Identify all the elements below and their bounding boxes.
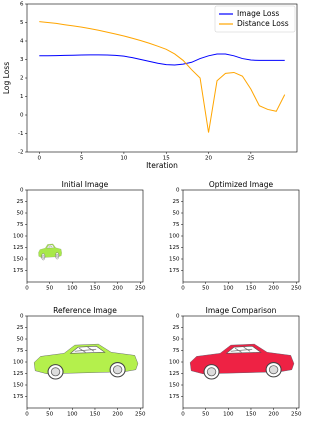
y-tick-label: 50 [17, 337, 24, 343]
x-tick-label: 200 [112, 412, 123, 418]
y-tick-label: 150 [169, 383, 180, 389]
y-tick-label: 175 [169, 268, 180, 274]
x-tick-label: 100 [223, 286, 234, 292]
y-tick-label: 100 [169, 234, 180, 240]
axes-frame [182, 189, 300, 283]
x-tick-label: 250 [135, 286, 146, 292]
y-tick-label: 125 [169, 371, 180, 377]
y-tick-label: 175 [13, 394, 24, 400]
y-tick-label: 100 [13, 234, 24, 240]
x-tick-label: 250 [135, 412, 146, 418]
x-tick-label: 10 [120, 156, 127, 162]
x-tick-label: 0 [181, 412, 185, 418]
y-tick-label: 5 [20, 20, 24, 26]
legend-box [214, 5, 296, 33]
y-tick-label: 50 [173, 211, 180, 217]
y-tick-label: 4 [20, 39, 24, 45]
y-tick-label: 175 [169, 394, 180, 400]
y-axis-label: Log Loss [2, 62, 11, 94]
initial-car [38, 243, 62, 261]
y-tick-label: 75 [17, 222, 24, 228]
y-tick-label: 0 [20, 188, 24, 194]
y-tick-label: -1 [18, 131, 23, 137]
legend-label: Distance Loss [237, 19, 289, 28]
legend-label: Image Loss [237, 9, 279, 18]
y-tick-label: 0 [20, 314, 24, 320]
y-tick-label: 25 [173, 199, 180, 205]
y-tick-label: 75 [173, 348, 180, 354]
x-tick-label: 25 [247, 156, 254, 162]
x-tick-label: 0 [25, 286, 29, 292]
x-tick-label: 20 [205, 156, 212, 162]
x-tick-label: 5 [80, 156, 84, 162]
y-tick-label: 125 [13, 371, 24, 377]
y-tick-label: 150 [13, 257, 24, 263]
x-tick-label: 150 [90, 286, 101, 292]
y-tick-label: 175 [13, 268, 24, 274]
y-tick-label: 25 [17, 199, 24, 205]
x-tick-label: 0 [181, 286, 185, 292]
series-line [39, 21, 286, 133]
x-tick-label: 250 [291, 286, 302, 292]
x-tick-label: 50 [46, 412, 53, 418]
y-tick-label: 1 [20, 94, 24, 100]
y-tick-label: 125 [13, 245, 24, 251]
y-tick-label: 150 [13, 383, 24, 389]
x-tick-label: 50 [202, 412, 209, 418]
axes-frame [26, 189, 144, 283]
x-tick-label: 200 [268, 286, 279, 292]
x-tick-label: 100 [67, 286, 78, 292]
y-tick-label: 0 [20, 113, 24, 119]
x-tick-label: 100 [223, 412, 234, 418]
x-tick-label: 150 [90, 412, 101, 418]
x-tick-label: 200 [112, 286, 123, 292]
y-tick-label: 50 [17, 211, 24, 217]
x-tick-label: 15 [163, 156, 170, 162]
y-tick-label: 25 [173, 325, 180, 331]
comparison-car [189, 343, 295, 380]
y-tick-label: 2 [20, 76, 24, 82]
x-tick-label: 100 [67, 412, 78, 418]
y-tick-label: 0 [176, 314, 180, 320]
x-tick-label: 250 [291, 412, 302, 418]
x-tick-label: 150 [246, 286, 257, 292]
y-tick-label: 100 [169, 360, 180, 366]
series-line [39, 53, 285, 66]
y-tick-label: 3 [20, 57, 24, 63]
x-tick-label: 200 [268, 412, 279, 418]
axes-title: Optimized Image [209, 180, 274, 189]
x-tick-label: 150 [246, 412, 257, 418]
y-tick-label: 150 [169, 257, 180, 263]
axes-title: Reference Image [53, 306, 117, 315]
x-axis-label: Iteration [146, 161, 178, 170]
y-tick-label: -2 [18, 150, 23, 156]
y-tick-label: 6 [20, 2, 24, 8]
x-tick-label: 0 [38, 156, 42, 162]
y-tick-label: 75 [17, 348, 24, 354]
y-tick-label: 0 [176, 188, 180, 194]
axes-title: Initial Image [62, 180, 109, 189]
y-tick-label: 25 [17, 325, 24, 331]
y-tick-label: 75 [173, 222, 180, 228]
y-tick-label: 125 [169, 245, 180, 251]
x-tick-label: 50 [202, 286, 209, 292]
y-tick-label: 50 [173, 337, 180, 343]
reference-car [33, 343, 139, 380]
y-tick-label: 100 [13, 360, 24, 366]
x-tick-label: 0 [25, 412, 29, 418]
figure: 0 5 10 15 20 25 -2 -1 0 1 2 3 4 5 6 Iteration Log Loss Im… [2, 2, 302, 418]
axes-title: Image Comparison [206, 306, 277, 315]
x-tick-label: 50 [46, 286, 53, 292]
